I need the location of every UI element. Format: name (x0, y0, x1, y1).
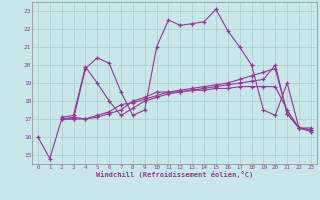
X-axis label: Windchill (Refroidissement éolien,°C): Windchill (Refroidissement éolien,°C) (96, 171, 253, 178)
